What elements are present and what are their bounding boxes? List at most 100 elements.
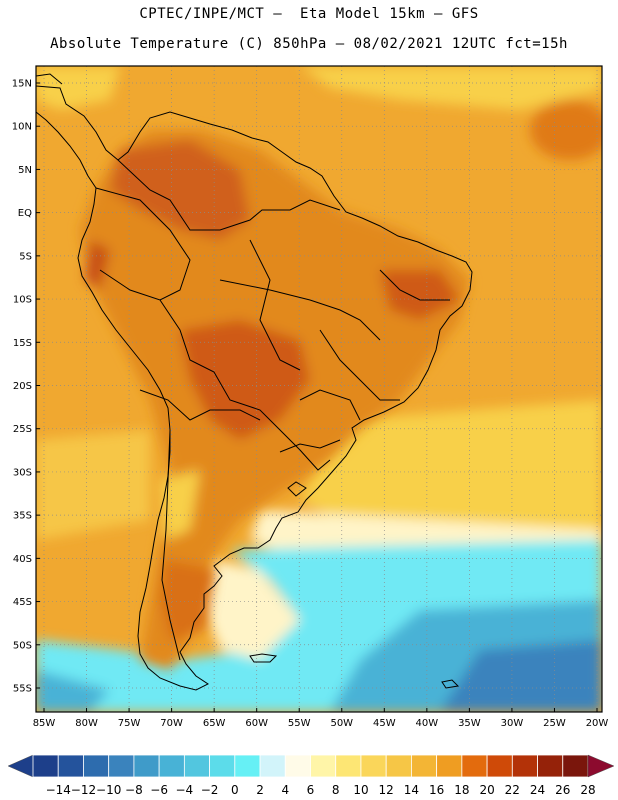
south-america-coast <box>36 85 473 691</box>
colorbar-swatch <box>511 754 538 778</box>
lat-label: 15N <box>12 79 32 90</box>
colorbar-label: −6 <box>150 783 168 797</box>
colorbar-label: 16 <box>429 783 444 797</box>
border-brazil-states-e <box>299 389 361 421</box>
lat-label: 5N <box>18 165 32 176</box>
lat-label: 25S <box>13 424 32 435</box>
lat-label: 15S <box>13 338 32 349</box>
colorbar-swatch <box>83 754 110 778</box>
colorbar-label: 0 <box>231 783 239 797</box>
colorbar-label: −14 <box>46 783 71 797</box>
colorbar-label: −2 <box>201 783 219 797</box>
colorbar-label: 6 <box>307 783 315 797</box>
lat-label: 50S <box>13 640 32 651</box>
colorbar-label: 18 <box>454 783 469 797</box>
lat-label: 20S <box>13 381 32 392</box>
lat-label: 5S <box>19 251 32 262</box>
south-georgia <box>441 679 460 689</box>
title-line-1: CPTEC/INPE/MCT – Eta Model 15km – GFS <box>139 6 479 22</box>
lon-label: 55W <box>288 718 311 729</box>
lat-label: 10S <box>13 295 32 306</box>
colorbar-label: −12 <box>71 783 96 797</box>
border-north <box>117 159 341 231</box>
colorbar-swatch <box>158 754 185 778</box>
colorbar-labels: −14 −12 −10 −8 −6 −4 −2 0 2 4 6 8 10 12 14 16 18 20 22 24 26… <box>46 783 596 797</box>
lat-label: EQ <box>18 208 32 219</box>
colorbar-swatch <box>310 754 337 778</box>
lat-label: 55S <box>13 684 32 695</box>
colorbar-label: 24 <box>530 783 545 797</box>
border-brazil-states-b <box>249 239 301 371</box>
colorbar-label: 4 <box>281 783 289 797</box>
central-america-coast <box>36 73 63 85</box>
colorbar-label: −4 <box>176 783 194 797</box>
lon-label: 65W <box>203 718 226 729</box>
latitude-labels: 15N 10N 5N EQ 5S 10S 15S 20S 25S 30S 35S 40S 45S 50S 5… <box>12 79 40 695</box>
coastlines <box>36 73 473 691</box>
colorbar-swatch <box>234 754 261 778</box>
title-line-2: Absolute Temperature (C) 850hPa – 08/02/… <box>50 36 568 52</box>
border-brazil-states-d <box>379 269 450 301</box>
lon-label: 75W <box>118 718 141 729</box>
colorbar-swatch <box>461 754 488 778</box>
colorbar-label: 8 <box>332 783 340 797</box>
colorbar-swatch <box>360 754 387 778</box>
lon-label: 80W <box>75 718 98 729</box>
lon-label: 35W <box>458 718 481 729</box>
colorbar-label: 14 <box>404 783 419 797</box>
colorbar-arrow-low <box>7 754 34 778</box>
colorbar-label: 28 <box>580 783 595 797</box>
border-brazil-states-a <box>219 279 381 341</box>
lat-label: 40S <box>13 554 32 565</box>
lat-label: 30S <box>13 467 32 478</box>
lon-label: 40W <box>416 718 439 729</box>
lon-label: 30W <box>501 718 524 729</box>
colorbar-swatch <box>209 754 236 778</box>
colorbar-label: 12 <box>379 783 394 797</box>
colorbar <box>7 754 615 778</box>
lon-label: 20W <box>586 718 609 729</box>
lon-label: 45W <box>373 718 396 729</box>
colorbar-swatch <box>436 754 463 778</box>
colorbar-swatch <box>259 754 286 778</box>
colorbar-arrow-high <box>587 754 615 778</box>
lon-label: 70W <box>160 718 183 729</box>
border-chile-argentina-north <box>139 389 261 421</box>
border-andes <box>161 429 181 661</box>
colorbar-swatch <box>133 754 160 778</box>
colorbar-swatch <box>411 754 438 778</box>
colorbar-swatch <box>57 754 84 778</box>
colorbar-label: −10 <box>96 783 121 797</box>
lat-label: 35S <box>13 511 32 522</box>
colorbar-swatch <box>284 754 311 778</box>
map-frame <box>35 65 603 713</box>
colorbar-label: 2 <box>256 783 264 797</box>
colorbar-swatch <box>108 754 135 778</box>
lon-label: 85W <box>33 718 56 729</box>
lat-label: 10N <box>12 122 32 133</box>
temperature-field <box>36 66 602 712</box>
colorbar-label: 26 <box>555 783 570 797</box>
lon-label: 25W <box>543 718 566 729</box>
border-bolivia-brazil <box>159 299 331 471</box>
border-brazil-states-c <box>319 329 400 401</box>
colorbar-label: 22 <box>505 783 520 797</box>
colorbar-swatch <box>183 754 210 778</box>
colorbar-swatch <box>32 754 59 778</box>
colorbar-label: 20 <box>479 783 494 797</box>
mar-chiquita-lake <box>287 481 307 497</box>
border-ecuador-peru <box>95 187 191 301</box>
colorbar-swatch <box>486 754 513 778</box>
lon-label: 60W <box>245 718 268 729</box>
colorbar-swatch <box>562 754 589 778</box>
colorbar-swatch <box>385 754 412 778</box>
lon-label: 50W <box>330 718 353 729</box>
falklands <box>249 653 278 663</box>
lat-label: 45S <box>13 597 32 608</box>
colorbar-swatch <box>335 754 362 778</box>
longitude-labels: 85W 80W 75W 70W 65W 60W 55W 50W 45W 40W 35W 30W 25W 2… <box>33 708 609 729</box>
colorbar-label: −8 <box>125 783 143 797</box>
colorbar-label: 10 <box>353 783 368 797</box>
border-uruguay <box>279 439 341 453</box>
